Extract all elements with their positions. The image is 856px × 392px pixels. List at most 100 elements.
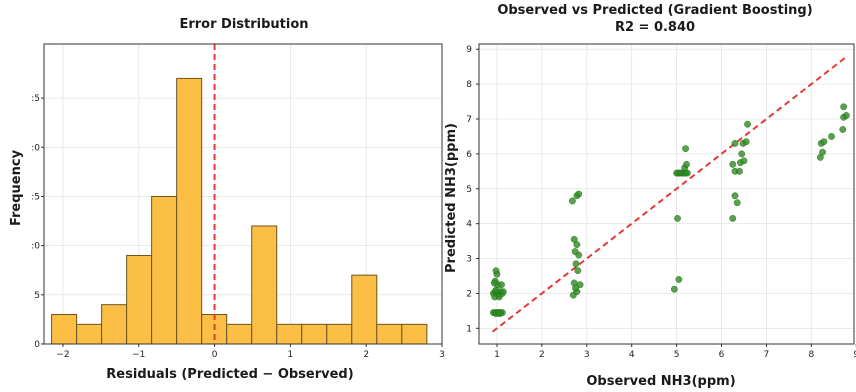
histogram-bar — [126, 254, 153, 345]
scatter-point — [828, 133, 835, 140]
scatter-y-tick-label: 7 — [466, 115, 472, 125]
histogram-title: Error Distribution — [179, 17, 308, 32]
histogram-chart: Error Distribution −2 −1 0 1 2 3 0 5 :0 :5 :0 :5 R… — [9, 17, 445, 382]
scatter-point — [571, 248, 579, 255]
scatter-y-axis-label: Predicted NH3(ppm) — [444, 123, 459, 273]
scatter-point — [496, 310, 504, 318]
scatter-y-tick-label: 2 — [466, 289, 472, 299]
histogram-y-ticks: 0 5 :0 :5 :0 :5 — [31, 94, 44, 350]
scatter-y-tick-label: 1 — [466, 324, 472, 334]
scatter-point — [570, 235, 578, 243]
scatter-x-tick-label: 6 — [719, 350, 725, 360]
scatter-point — [731, 192, 739, 200]
scatter-point — [674, 215, 681, 222]
scatter-point — [498, 281, 505, 289]
histogram-y-tick-label: 0 — [34, 340, 40, 350]
histogram-x-ticks: −2 −1 0 1 2 3 — [56, 344, 445, 360]
histogram-grid — [44, 44, 443, 345]
scatter-point — [495, 293, 503, 301]
histogram-y-tick-label: :5 — [31, 94, 40, 104]
scatter-point — [575, 190, 583, 198]
histogram-bar — [376, 323, 403, 345]
scatter-point — [729, 215, 737, 222]
scatter-point — [499, 288, 507, 296]
scatter-y-tick-label: 8 — [466, 80, 472, 90]
scatter-x-tick-label: 5 — [674, 350, 680, 360]
scatter-y-tick-label: 6 — [466, 150, 472, 160]
scatter-point — [570, 279, 578, 287]
histogram-bar — [76, 323, 103, 345]
scatter-points — [489, 103, 850, 318]
histogram-x-tick-label: 0 — [212, 350, 218, 360]
scatter-subtitle: R2 = 0.840 — [615, 20, 695, 35]
scatter-x-ticks: 1 2 3 4 5 6 7 8 9 — [494, 344, 856, 360]
histogram-y-tick-label: :0 — [31, 143, 40, 153]
histogram-bar — [101, 304, 128, 345]
scatter-point — [729, 160, 737, 168]
scatter-point — [731, 140, 739, 147]
scatter-x-tick-label: 9 — [853, 350, 856, 360]
histogram-x-tick-label: 2 — [363, 350, 369, 360]
scatter-point — [736, 167, 743, 175]
scatter-point — [683, 160, 690, 168]
scatter-point — [670, 285, 678, 293]
scatter-point — [569, 197, 576, 205]
histogram-bar — [151, 195, 178, 345]
scatter-point — [840, 103, 848, 111]
scatter-point — [819, 148, 826, 156]
scatter-point — [675, 276, 683, 283]
scatter-point — [574, 267, 582, 275]
scatter-point — [820, 138, 828, 146]
scatter-x-axis-label: Observed NH3(ppm) — [586, 374, 735, 389]
scatter-x-tick-label: 4 — [629, 350, 635, 360]
scatter-point — [490, 279, 498, 287]
histogram-x-tick-label: −1 — [132, 350, 145, 360]
scatter-x-tick-label: 8 — [808, 350, 814, 360]
histogram-bar — [51, 313, 78, 345]
histogram-bar — [251, 225, 278, 345]
scatter-title: Observed vs Predicted (Gradient Boosting… — [497, 3, 812, 18]
scatter-point — [492, 267, 500, 275]
scatter-x-tick-label: 3 — [584, 350, 590, 360]
scatter-x-tick-label: 2 — [539, 350, 545, 360]
scatter-point — [738, 150, 746, 158]
scatter-point — [572, 260, 580, 268]
histogram-y-tick-label: 5 — [34, 291, 40, 301]
histogram-y-axis-label: Frequency — [9, 149, 24, 226]
histogram-bar — [276, 323, 303, 345]
scatter-reference-line — [491, 55, 848, 333]
histogram-plot-frame — [43, 43, 443, 345]
histogram-x-axis-label: Residuals (Predicted − Observed) — [106, 367, 353, 382]
histogram-bar — [301, 323, 328, 345]
histogram-bar — [226, 323, 253, 345]
scatter-point — [576, 281, 584, 289]
histogram-x-tick-label: 3 — [439, 350, 445, 360]
scatter-point — [742, 138, 750, 146]
scatter-point — [733, 199, 741, 207]
histogram-bar — [176, 77, 203, 345]
scatter-x-tick-label: 7 — [764, 350, 770, 360]
identity-reference-line — [491, 55, 848, 333]
scatter-point — [842, 112, 850, 119]
scatter-point — [740, 157, 748, 165]
scatter-plot-frame — [478, 43, 855, 345]
scatter-y-tick-label: 9 — [466, 45, 472, 55]
scatter-x-tick-label: 1 — [494, 350, 500, 360]
histogram-bar — [326, 323, 353, 345]
histogram-y-tick-label: :5 — [31, 192, 40, 202]
scatter-y-tick-label: 3 — [466, 255, 472, 265]
scatter-y-tick-label: 4 — [466, 220, 472, 230]
scatter-chart: Observed vs Predicted (Gradient Boosting… — [444, 3, 856, 389]
scatter-y-tick-label: 5 — [466, 185, 472, 195]
histogram-bars — [51, 77, 428, 345]
histogram-y-tick-label: :0 — [31, 242, 40, 252]
scatter-point — [839, 126, 847, 133]
scatter-point — [744, 120, 751, 128]
histogram-bar — [351, 274, 378, 345]
scatter-y-ticks: 1 2 3 4 5 6 7 8 9 — [466, 45, 479, 334]
histogram-x-tick-label: −2 — [56, 350, 69, 360]
histogram-bar — [401, 323, 428, 345]
histogram-x-tick-label: 1 — [288, 350, 294, 360]
scatter-point — [682, 145, 689, 153]
